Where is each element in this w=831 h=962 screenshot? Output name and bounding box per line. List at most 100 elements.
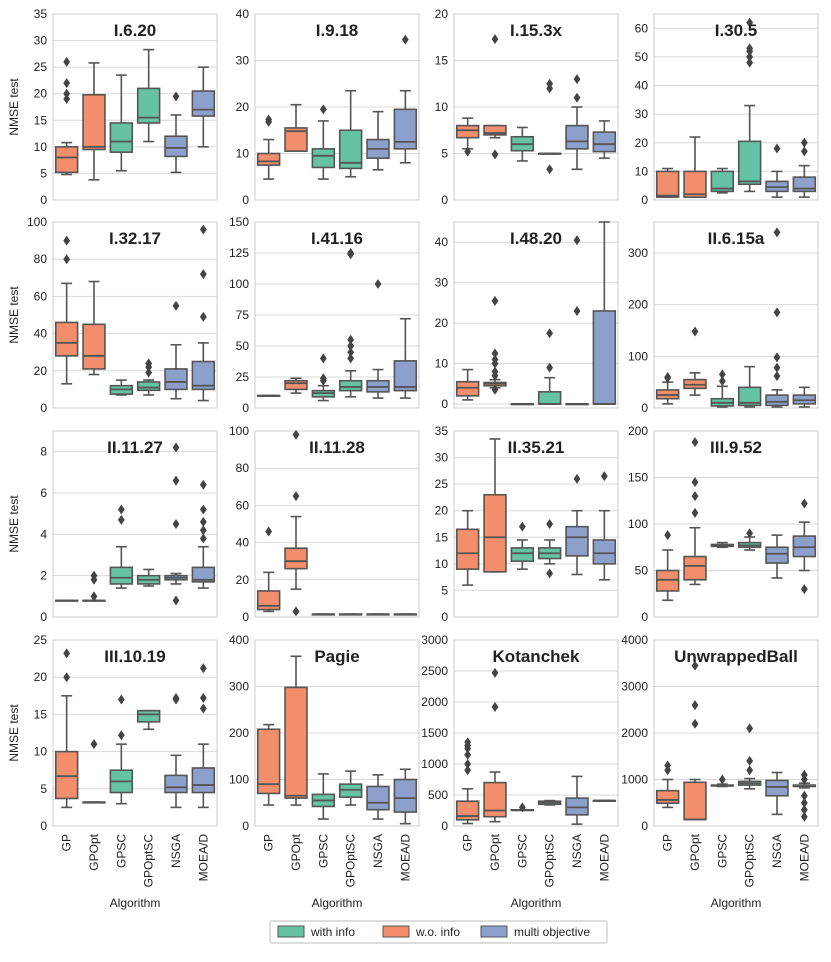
legend-label: with info xyxy=(310,925,355,939)
box-moea-d xyxy=(592,120,617,159)
y-tick-label: 200 xyxy=(628,298,648,312)
outlier-point xyxy=(292,429,300,440)
y-tick-label: 125 xyxy=(229,246,249,260)
panel-title: II.11.27 xyxy=(107,438,163,457)
box-body xyxy=(284,379,308,391)
box-gpopt xyxy=(483,667,507,823)
box-gpsc xyxy=(311,104,336,180)
box-body xyxy=(191,360,216,391)
y-tick-label: 0 xyxy=(40,401,47,415)
box-gpoptsc xyxy=(136,48,161,143)
box-body xyxy=(655,789,680,805)
outlier-point xyxy=(718,369,726,380)
box-nsga xyxy=(565,74,589,171)
box-body xyxy=(338,129,363,170)
outlier-point xyxy=(265,526,273,537)
y-tick-label: 100 xyxy=(229,424,249,438)
panel-title: I.9.18 xyxy=(316,21,359,40)
outlier-point xyxy=(691,477,699,488)
box-gpopt xyxy=(284,103,308,152)
y-tick-label: 15 xyxy=(34,707,48,721)
box-nsga xyxy=(565,775,589,825)
panel-frame xyxy=(653,221,819,409)
x-tick-label: GP xyxy=(60,834,74,851)
box-body xyxy=(592,539,617,565)
outlier-point xyxy=(773,370,781,381)
panel-frame xyxy=(254,221,420,409)
box-gpsc xyxy=(109,74,134,172)
panel-ii-35-21: 0 5 10 15 20 25 30 35 II.35.21 xyxy=(435,424,619,624)
box-nsga xyxy=(164,91,188,174)
box-moea-d xyxy=(592,799,617,802)
x-tick-label: GPSC xyxy=(316,834,330,868)
box-gpoptsc xyxy=(136,568,161,587)
box-gpsc xyxy=(710,167,735,194)
y-axis-label: NMSE test xyxy=(7,286,21,344)
box-gpsc xyxy=(710,541,735,549)
box-body xyxy=(737,140,762,186)
box-gp xyxy=(455,368,480,401)
outlier-point xyxy=(546,362,554,373)
box-moea-d xyxy=(393,613,418,616)
box-gpsc xyxy=(311,613,336,616)
outlier-point xyxy=(573,74,581,85)
box-moea-d xyxy=(191,479,216,589)
box-body xyxy=(592,310,617,405)
y-tick-label: 300 xyxy=(229,680,249,694)
box-gp xyxy=(655,760,680,809)
box-nsga xyxy=(565,473,589,576)
y-tick-label: 50 xyxy=(635,50,649,64)
x-axis-label: Algorithm xyxy=(711,896,762,910)
box-gpopt xyxy=(483,295,507,395)
y-tick-label: 2000 xyxy=(621,726,648,740)
y-tick-label: 30 xyxy=(435,451,449,465)
panel-i-32-17: 0 20 40 60 80 100 I.32.17 NMSE test xyxy=(7,215,218,415)
panel-frame xyxy=(653,13,819,201)
box-gpoptsc xyxy=(338,770,363,806)
y-tick-label: 0 xyxy=(40,610,47,624)
y-tick-label: 30 xyxy=(34,34,48,48)
outlier-point xyxy=(691,718,699,729)
box-gpopt xyxy=(82,280,106,376)
box-body xyxy=(483,124,507,136)
y-tick-label: 10 xyxy=(435,557,449,571)
panel-title: II.35.21 xyxy=(508,438,565,457)
panel-ii-6-15a: 0 100 200 300 II.6.15a xyxy=(628,221,819,415)
box-gpsc xyxy=(510,802,535,813)
box-body xyxy=(136,87,161,124)
y-tick-label: 0 xyxy=(641,610,648,624)
outlier-point xyxy=(347,341,355,351)
panel-frame xyxy=(653,639,819,827)
y-tick-label: 20 xyxy=(435,504,449,518)
y-tick-label: 0 xyxy=(40,819,47,833)
outlier-point xyxy=(800,146,808,157)
box-gpsc xyxy=(109,694,134,805)
y-tick-label: 0 xyxy=(242,193,249,207)
outlier-point xyxy=(773,307,781,318)
outlier-point xyxy=(746,765,754,776)
outlier-point xyxy=(773,227,781,238)
box-nsga xyxy=(366,279,390,399)
y-tick-label: 5 xyxy=(441,147,448,161)
y-tick-label: 0 xyxy=(242,401,249,415)
box-gp xyxy=(455,509,480,586)
outlier-point xyxy=(491,348,499,359)
x-tick-label: GPOptSC xyxy=(142,834,156,888)
box-gpoptsc xyxy=(737,365,762,408)
legend-swatch xyxy=(382,925,410,938)
panel-title: III.9.52 xyxy=(710,438,762,457)
box-gpoptsc xyxy=(338,248,363,398)
panel-frame xyxy=(254,13,420,201)
outlier-point xyxy=(172,519,180,529)
box-gpsc xyxy=(510,403,535,406)
legend-item: with info xyxy=(277,925,355,939)
box-body xyxy=(311,148,336,169)
box-gp xyxy=(54,235,79,385)
box-gpoptsc xyxy=(737,528,762,551)
outlier-point xyxy=(573,473,581,484)
legend-swatch xyxy=(277,925,305,938)
box-gpopt xyxy=(683,326,707,396)
panel-title: I.41.16 xyxy=(311,229,363,248)
outlier-point xyxy=(172,475,180,486)
panel-frame xyxy=(453,430,619,618)
